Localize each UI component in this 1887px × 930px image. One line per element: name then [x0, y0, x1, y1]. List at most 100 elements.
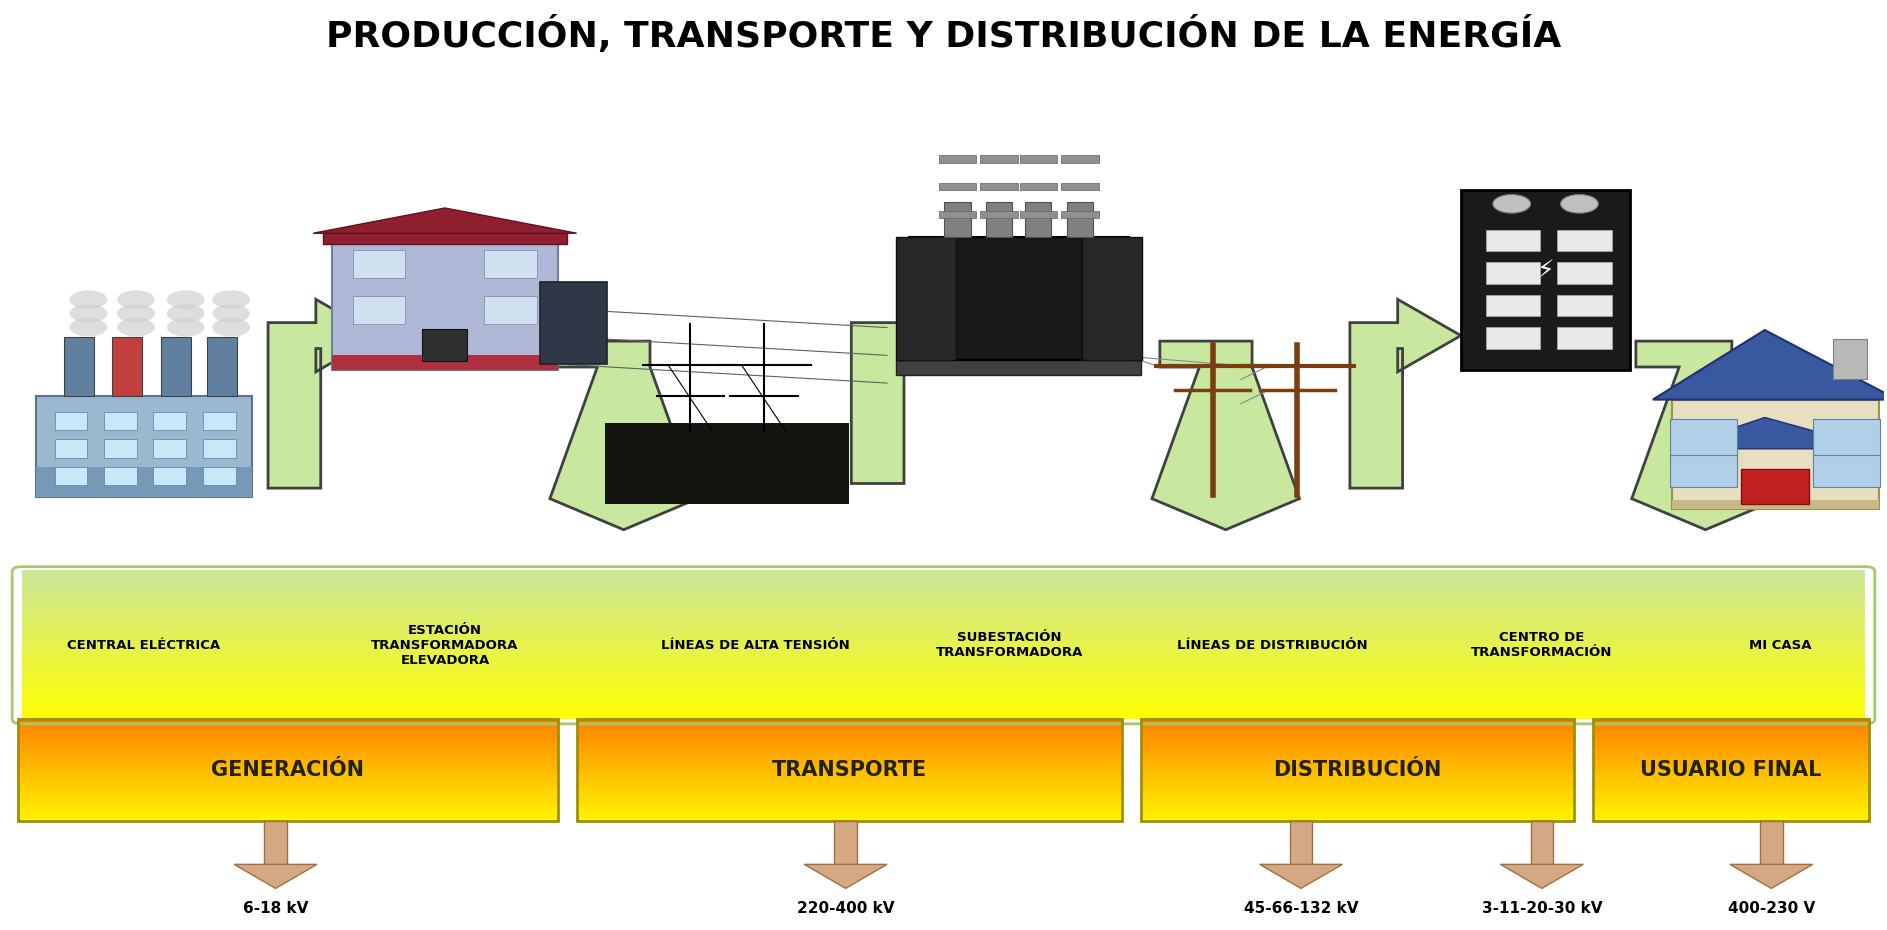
Bar — [1142, 806, 1574, 811]
Polygon shape — [1261, 864, 1342, 888]
Bar — [21, 663, 1866, 668]
Polygon shape — [268, 299, 379, 488]
Bar — [940, 155, 976, 163]
Bar — [1593, 732, 1870, 737]
Bar — [17, 783, 559, 787]
Bar — [17, 790, 559, 794]
Bar — [21, 699, 1866, 704]
Circle shape — [1561, 194, 1598, 213]
Bar — [21, 633, 1866, 638]
Text: SUBESTACIÓN
TRANSFORMADORA: SUBESTACIÓN TRANSFORMADORA — [936, 631, 1083, 659]
Bar — [21, 574, 1866, 578]
Bar — [1813, 419, 1881, 457]
Bar — [606, 423, 849, 504]
Bar — [1593, 790, 1870, 794]
Bar — [1832, 339, 1866, 379]
Bar — [1593, 755, 1870, 760]
Bar — [1060, 155, 1098, 163]
Bar — [1066, 203, 1093, 236]
Bar — [1557, 327, 1611, 349]
Polygon shape — [1151, 341, 1300, 530]
Bar — [17, 769, 559, 774]
Bar — [323, 233, 568, 244]
Bar — [896, 236, 957, 360]
Bar — [577, 800, 1123, 804]
Text: 6-18 kV: 6-18 kV — [243, 901, 308, 916]
Bar — [1593, 742, 1870, 747]
Bar — [21, 674, 1866, 679]
Bar — [577, 718, 1123, 723]
Bar — [1557, 230, 1611, 251]
Bar — [21, 652, 1866, 657]
Bar — [17, 725, 559, 729]
Bar — [1593, 793, 1870, 797]
Bar — [21, 656, 1866, 660]
Bar — [577, 779, 1123, 784]
Text: 220-400 kV: 220-400 kV — [796, 901, 894, 916]
Bar — [21, 707, 1866, 711]
Text: PRODUCCIÓN, TRANSPORTE Y DISTRIBUCIÓN DE LA ENERGÍA: PRODUCCIÓN, TRANSPORTE Y DISTRIBUCIÓN DE… — [326, 16, 1561, 54]
Bar — [1142, 718, 1574, 723]
Bar — [1672, 500, 1879, 509]
Bar — [17, 796, 559, 801]
Bar — [1142, 793, 1574, 797]
Bar — [577, 817, 1123, 821]
Bar — [21, 611, 1866, 616]
Bar — [21, 585, 1866, 590]
Bar — [1593, 810, 1870, 814]
Bar — [577, 793, 1123, 797]
Bar — [1019, 155, 1057, 163]
Bar — [1142, 810, 1574, 814]
Bar — [1142, 800, 1574, 804]
Circle shape — [213, 304, 249, 323]
Bar — [21, 697, 1866, 700]
Polygon shape — [1500, 864, 1583, 888]
Bar — [17, 718, 559, 723]
Bar — [1142, 817, 1574, 821]
Polygon shape — [1349, 299, 1461, 488]
Bar — [577, 763, 1123, 766]
Bar — [1142, 755, 1574, 760]
Bar — [577, 755, 1123, 760]
Bar — [577, 806, 1123, 811]
Bar — [1142, 749, 1574, 753]
Bar — [1593, 776, 1870, 780]
Bar — [1025, 203, 1051, 236]
Bar — [21, 685, 1866, 690]
Bar — [1530, 821, 1553, 867]
Text: LÍNEAS DE DISTRIBUCIÓN: LÍNEAS DE DISTRIBUCIÓN — [1177, 639, 1368, 652]
Circle shape — [213, 318, 249, 337]
Bar — [17, 759, 559, 764]
Bar — [36, 467, 253, 498]
Circle shape — [117, 318, 155, 337]
Bar — [981, 155, 1017, 163]
Bar — [104, 439, 138, 458]
Bar — [940, 210, 976, 218]
Bar — [1593, 796, 1870, 801]
Bar — [17, 738, 559, 743]
Bar — [21, 637, 1866, 642]
Bar — [1060, 183, 1098, 191]
Bar — [577, 813, 1123, 817]
Bar — [353, 250, 406, 278]
Bar — [17, 746, 559, 750]
Bar — [1593, 725, 1870, 729]
Bar — [577, 773, 1123, 777]
Bar — [1142, 813, 1574, 817]
Bar — [1593, 719, 1870, 821]
Bar — [577, 796, 1123, 801]
Bar — [21, 607, 1866, 612]
Bar — [17, 763, 559, 766]
Bar — [1142, 790, 1574, 794]
Circle shape — [166, 304, 204, 323]
Bar — [1142, 769, 1574, 774]
Bar — [910, 236, 1128, 360]
Bar — [21, 615, 1866, 619]
Bar — [1593, 806, 1870, 811]
Bar — [1142, 765, 1574, 770]
Bar — [1487, 230, 1540, 251]
Bar — [1142, 722, 1574, 726]
Text: GENERACIÓN: GENERACIÓN — [211, 760, 364, 780]
Bar — [17, 786, 559, 790]
Bar — [1557, 295, 1611, 316]
